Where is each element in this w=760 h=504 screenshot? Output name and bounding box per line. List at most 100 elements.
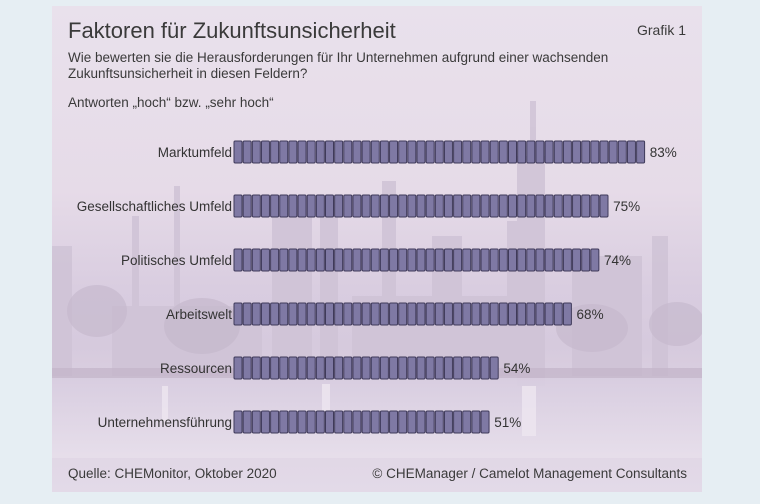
- bar-segment: [498, 194, 508, 218]
- bar-segment: [535, 248, 545, 272]
- bar-segment: [242, 302, 252, 326]
- bar-segment: [398, 140, 408, 164]
- bar-segment: [544, 302, 554, 326]
- bar-segment: [590, 248, 600, 272]
- bar-segment: [443, 194, 453, 218]
- bar-segment: [361, 410, 371, 434]
- bar-segment: [462, 356, 472, 380]
- bar-row: Arbeitswelt 68%: [166, 302, 604, 326]
- bar-segment: [553, 248, 563, 272]
- bar-segment: [416, 356, 426, 380]
- bar-row: Unternehmensführung 51%: [98, 410, 521, 434]
- bar-segment: [471, 248, 481, 272]
- bar-segment: [425, 248, 435, 272]
- bar-segment: [407, 410, 417, 434]
- bar-segment: [260, 194, 270, 218]
- value-label: 75%: [613, 199, 640, 214]
- bar-segment: [361, 356, 371, 380]
- bar-segment: [590, 194, 600, 218]
- bar-segment: [489, 356, 499, 380]
- bar-segment: [288, 302, 298, 326]
- bar-segment: [480, 356, 490, 380]
- bar-segment: [334, 194, 344, 218]
- bar-segment: [544, 140, 554, 164]
- bar-segment: [334, 356, 344, 380]
- bar-segment: [379, 248, 389, 272]
- bar-segment: [343, 356, 353, 380]
- bar-segment: [498, 140, 508, 164]
- value-label: 83%: [650, 145, 677, 160]
- bar-segment: [626, 140, 636, 164]
- bar-segment: [325, 248, 334, 272]
- bar-segment: [352, 194, 362, 218]
- bar-segment: [315, 194, 325, 218]
- bar-segment: [288, 248, 298, 272]
- bar-segment: [498, 302, 508, 326]
- bar-segment: [526, 302, 536, 326]
- bar-segment: [508, 248, 517, 272]
- bar-segment: [508, 302, 517, 326]
- bar-segment: [325, 140, 334, 164]
- bar-segment: [343, 302, 353, 326]
- bar-segment: [334, 248, 344, 272]
- bar-segment: [389, 410, 399, 434]
- bar-segment: [416, 302, 426, 326]
- bar: [233, 410, 490, 434]
- bar: [233, 302, 572, 326]
- bar-segment: [453, 410, 463, 434]
- bar-segment: [471, 356, 481, 380]
- bar-segment: [297, 140, 307, 164]
- bar-segment: [233, 194, 243, 218]
- bar-segment: [315, 140, 325, 164]
- bar-segment: [297, 356, 307, 380]
- bar-segment: [443, 140, 453, 164]
- bar-segment: [462, 248, 472, 272]
- bar-segment: [251, 248, 261, 272]
- bar-segment: [352, 248, 362, 272]
- bar-segment: [453, 356, 463, 380]
- bar-segment: [398, 410, 408, 434]
- bar: [233, 356, 499, 380]
- bar-segment: [325, 194, 334, 218]
- bar-segment: [471, 194, 481, 218]
- bar-segment: [297, 410, 307, 434]
- bar-segment: [462, 194, 472, 218]
- bar-segment: [398, 248, 408, 272]
- category-label: Marktumfeld: [158, 145, 232, 160]
- bar-segment: [480, 194, 490, 218]
- value-label: 68%: [577, 307, 604, 322]
- bar-segment: [389, 194, 399, 218]
- category-label: Arbeitswelt: [166, 307, 232, 322]
- bar-segment: [270, 356, 280, 380]
- bar-segment: [553, 302, 563, 326]
- bar-segment: [572, 140, 582, 164]
- bar-segment: [233, 248, 243, 272]
- bar-segment: [535, 194, 545, 218]
- bar-segment: [581, 140, 591, 164]
- bar-segment: [453, 194, 463, 218]
- bar-segment: [251, 302, 261, 326]
- bar-segment: [553, 194, 563, 218]
- bar: [233, 194, 609, 218]
- bar-segment: [242, 356, 252, 380]
- bar-segment: [361, 194, 371, 218]
- bar-row: Gesellschaftliches Umfeld 75%: [77, 194, 640, 218]
- bar-row: Ressourcen 54%: [160, 356, 530, 380]
- bar-segment: [270, 194, 280, 218]
- bar-segment: [270, 410, 280, 434]
- bar-segment: [517, 140, 527, 164]
- bar-segment: [389, 140, 399, 164]
- bar-segment: [425, 302, 435, 326]
- bar-segment: [233, 302, 243, 326]
- bar-row: Marktumfeld 83%: [158, 140, 677, 164]
- bar-segment: [544, 248, 554, 272]
- bar-segment: [260, 302, 270, 326]
- bar-segment: [288, 140, 298, 164]
- bar-segment: [233, 410, 243, 434]
- category-label: Unternehmensführung: [98, 415, 232, 430]
- bar-segment: [352, 140, 362, 164]
- bar-segment: [370, 140, 380, 164]
- bar-segment: [297, 194, 307, 218]
- bar-segment: [480, 302, 490, 326]
- source-note: Quelle: CHEMonitor, Oktober 2020: [68, 466, 277, 481]
